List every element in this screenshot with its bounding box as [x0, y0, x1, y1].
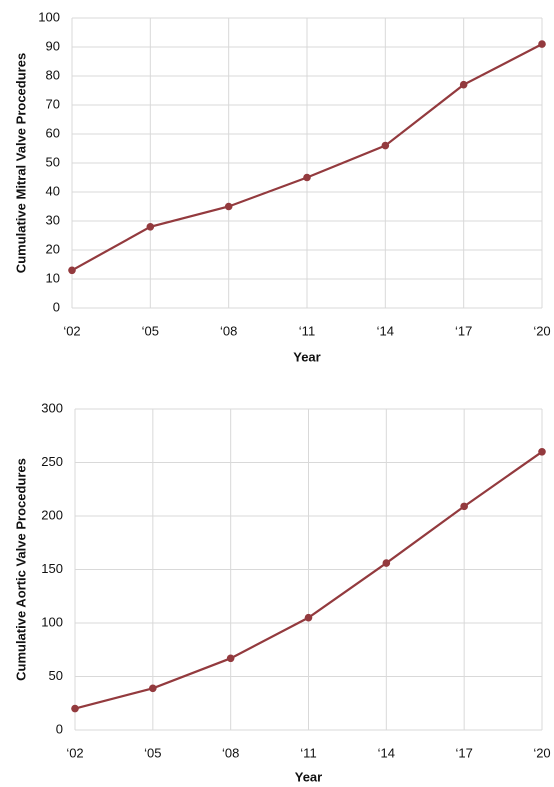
- x-axis-title: Year: [293, 349, 320, 364]
- x-axis-title: Year: [295, 769, 322, 784]
- x-tick-label: ‘11: [299, 323, 315, 338]
- y-axis-title: Cumulative Aortic Valve Procedures: [13, 458, 28, 681]
- data-point: [304, 613, 313, 622]
- x-tick-label: ‘14: [377, 323, 394, 338]
- data-point: [538, 448, 546, 456]
- y-tick-label: 40: [46, 183, 60, 198]
- data-point: [460, 502, 468, 511]
- x-tick-label: ‘17: [455, 745, 472, 760]
- data-point: [224, 202, 233, 211]
- y-axis-title: Cumulative Mitral Valve Procedures: [13, 53, 28, 273]
- data-point: [149, 684, 157, 693]
- y-tick-label: 90: [46, 38, 60, 53]
- data-point: [538, 40, 546, 48]
- data-point: [382, 559, 391, 567]
- x-tick-label: ‘11: [300, 745, 316, 760]
- y-tick-label: 300: [41, 400, 63, 415]
- y-tick-label: 10: [46, 270, 60, 285]
- y-tick-label: 200: [41, 507, 63, 522]
- y-tick-label: 30: [46, 212, 60, 227]
- data-point: [71, 704, 79, 713]
- y-tick-label: 70: [46, 96, 60, 111]
- y-tick-label: 20: [46, 241, 60, 256]
- y-tick-label: 250: [41, 454, 63, 469]
- x-tick-label: ‘14: [378, 745, 395, 760]
- x-tick-label: ‘08: [220, 323, 237, 338]
- y-tick-label: 80: [46, 67, 60, 82]
- y-tick-label: 100: [41, 614, 63, 629]
- data-point: [381, 141, 390, 150]
- y-tick-label: 60: [46, 125, 60, 140]
- x-tick-label: ‘17: [455, 323, 472, 338]
- y-tick-label: 0: [56, 721, 63, 736]
- data-point: [303, 173, 311, 182]
- x-tick-label: ‘02: [63, 323, 80, 338]
- x-tick-label: ‘08: [222, 745, 239, 760]
- y-tick-label: 0: [53, 299, 60, 314]
- y-tick-label: 150: [41, 561, 63, 576]
- x-tick-label: ‘02: [66, 745, 83, 760]
- y-tick-label: 50: [49, 668, 63, 683]
- x-tick-label: ‘20: [533, 745, 550, 760]
- y-tick-label: 50: [46, 154, 60, 169]
- data-point: [459, 80, 468, 89]
- data-point: [68, 266, 76, 275]
- x-tick-label: ‘05: [142, 323, 159, 338]
- y-tick-label: 100: [38, 9, 60, 24]
- data-point: [146, 223, 155, 231]
- x-tick-label: ‘20: [533, 323, 550, 338]
- data-point: [226, 654, 235, 663]
- x-tick-label: ‘05: [144, 745, 161, 760]
